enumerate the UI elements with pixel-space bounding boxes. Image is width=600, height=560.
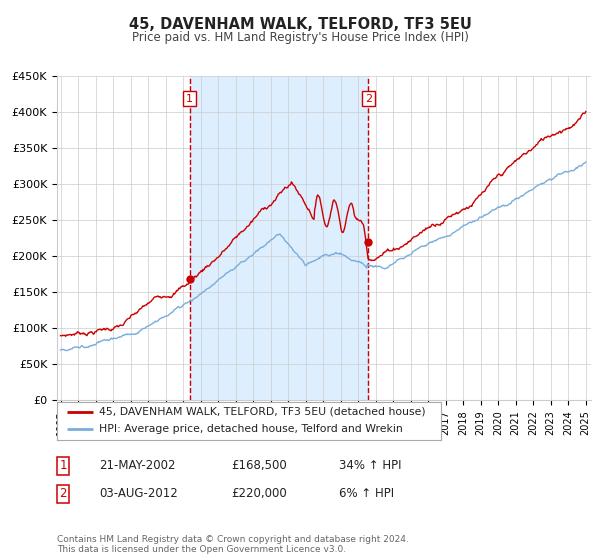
Bar: [190, 76, 368, 400]
Text: 2: 2: [365, 94, 372, 104]
Text: 45, DAVENHAM WALK, TELFORD, TF3 5EU: 45, DAVENHAM WALK, TELFORD, TF3 5EU: [128, 17, 472, 32]
Text: 03-AUG-2012: 03-AUG-2012: [99, 487, 178, 501]
Text: 45, DAVENHAM WALK, TELFORD, TF3 5EU (detached house): 45, DAVENHAM WALK, TELFORD, TF3 5EU (det…: [99, 407, 426, 417]
Text: Price paid vs. HM Land Registry's House Price Index (HPI): Price paid vs. HM Land Registry's House …: [131, 31, 469, 44]
Text: 6% ↑ HPI: 6% ↑ HPI: [339, 487, 394, 501]
Text: 1: 1: [186, 94, 193, 104]
Text: 1: 1: [59, 459, 67, 473]
Text: HPI: Average price, detached house, Telford and Wrekin: HPI: Average price, detached house, Telf…: [99, 424, 403, 435]
Text: 21-MAY-2002: 21-MAY-2002: [99, 459, 176, 473]
Text: 2: 2: [59, 487, 67, 501]
Text: 34% ↑ HPI: 34% ↑ HPI: [339, 459, 401, 473]
Text: £168,500: £168,500: [231, 459, 287, 473]
Text: £220,000: £220,000: [231, 487, 287, 501]
Text: Contains HM Land Registry data © Crown copyright and database right 2024.
This d: Contains HM Land Registry data © Crown c…: [57, 535, 409, 554]
